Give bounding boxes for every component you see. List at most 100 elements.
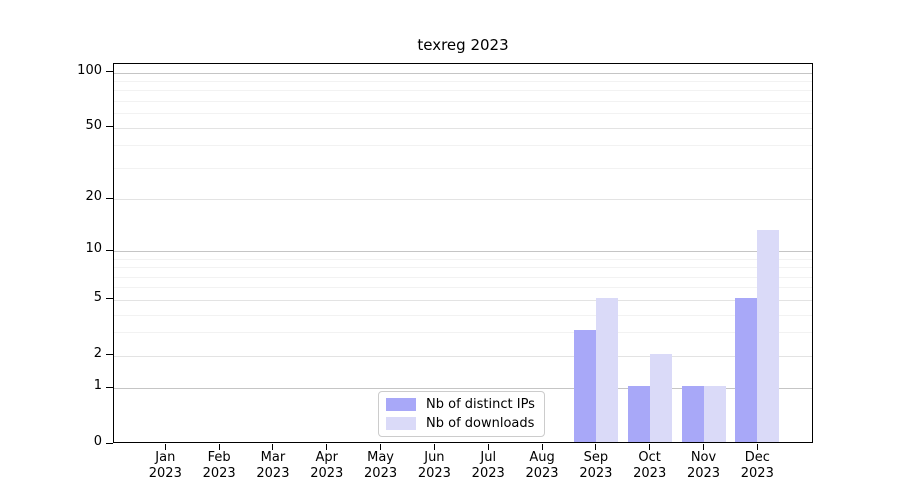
x-tick-label: Dec 2023 — [722, 450, 792, 482]
plot-area — [113, 63, 813, 443]
bar-oct-distinct-ips — [627, 386, 650, 442]
y-tick-label: 10 — [85, 241, 102, 257]
x-tick-label: Jan 2023 — [130, 450, 200, 482]
y-tick-label: 100 — [77, 62, 102, 78]
x-tick-month: Oct — [638, 450, 661, 465]
x-tick-mark — [756, 444, 758, 450]
x-tick-month: Feb — [207, 450, 231, 465]
major-gridline — [114, 299, 812, 301]
x-tick-year: 2023 — [686, 466, 721, 481]
bar-dec-distinct-ips — [735, 297, 758, 442]
y-tick-label: 50 — [85, 117, 102, 133]
x-tick-month: Mar — [260, 450, 286, 465]
y-tick-mark — [106, 354, 113, 356]
major-gridline — [114, 199, 812, 201]
major-gridline — [114, 388, 812, 390]
x-tick-mark — [595, 444, 597, 450]
x-tick-year: 2023 — [310, 466, 344, 481]
x-tick-year: 2023 — [417, 466, 451, 481]
x-tick-label: Feb 2023 — [184, 450, 254, 482]
legend-item-downloads: Nb of downloads — [386, 416, 544, 431]
x-tick-label: Mar 2023 — [238, 450, 308, 482]
x-tick-year: 2023 — [202, 466, 236, 481]
bar-oct-downloads — [649, 353, 672, 442]
x-tick-mark — [433, 444, 435, 450]
major-gridline — [114, 72, 812, 74]
legend-item-distinct-ips: Nb of distinct IPs — [386, 397, 544, 412]
bar-nov-distinct-ips — [681, 386, 704, 442]
minor-gridline — [114, 90, 812, 92]
x-tick-mark — [272, 444, 274, 450]
bar-sep-downloads — [595, 297, 618, 442]
x-tick-year: 2023 — [579, 466, 613, 481]
legend: Nb of distinct IPs Nb of downloads — [378, 391, 545, 437]
chart-title: texreg 2023 — [417, 36, 509, 54]
x-tick-month: Nov — [690, 450, 717, 465]
x-tick-mark — [649, 444, 651, 450]
x-tick-month: Aug — [529, 450, 555, 465]
x-tick-month: Dec — [744, 450, 770, 465]
x-tick-mark — [487, 444, 489, 450]
x-tick-label: Jul 2023 — [453, 450, 523, 482]
x-tick-month: Sep — [583, 450, 609, 465]
x-tick-label: Jun 2023 — [399, 450, 469, 482]
x-tick-year: 2023 — [525, 466, 559, 481]
x-tick-label: May 2023 — [346, 450, 416, 482]
y-tick-mark — [106, 298, 113, 300]
y-tick-label: 20 — [85, 189, 102, 205]
y-tick-mark — [106, 71, 113, 73]
y-tick-mark — [106, 442, 113, 444]
x-tick-year: 2023 — [633, 466, 667, 481]
x-tick-year: 2023 — [471, 466, 505, 481]
bar-dec-downloads — [757, 229, 780, 442]
major-gridline — [114, 355, 812, 357]
x-tick-year: 2023 — [364, 466, 398, 481]
y-tick-mark — [106, 386, 113, 388]
x-tick-year: 2023 — [256, 466, 290, 481]
x-tick-month: Jun — [424, 450, 445, 465]
legend-swatch-downloads — [386, 417, 416, 431]
x-tick-mark — [380, 444, 382, 450]
x-tick-label: Oct 2023 — [615, 450, 685, 482]
minor-gridline — [114, 167, 812, 169]
minor-gridline — [114, 258, 812, 260]
y-tick-mark — [106, 249, 113, 251]
major-gridline — [114, 251, 812, 253]
y-tick-label: 0 — [93, 434, 102, 449]
x-tick-month: Jul — [480, 450, 497, 465]
x-tick-label: Nov 2023 — [669, 450, 739, 482]
x-tick-year: 2023 — [148, 466, 182, 481]
x-tick-label: Aug 2023 — [507, 450, 577, 482]
minor-gridline — [114, 276, 812, 278]
legend-label-distinct-ips: Nb of distinct IPs — [426, 396, 535, 412]
y-tick-mark — [106, 197, 113, 199]
minor-gridline — [114, 287, 812, 289]
minor-gridline — [114, 113, 812, 115]
x-tick-mark — [541, 444, 543, 450]
x-tick-mark — [164, 444, 166, 450]
x-tick-month: Apr — [315, 450, 339, 465]
major-gridline — [114, 127, 812, 129]
minor-gridline — [114, 314, 812, 316]
y-tick-mark — [106, 126, 113, 128]
x-tick-year: 2023 — [740, 466, 774, 481]
y-tick-label: 5 — [93, 289, 102, 305]
minor-gridline — [114, 145, 812, 147]
legend-swatch-distinct-ips — [386, 397, 416, 411]
x-tick-mark — [218, 444, 220, 450]
minor-gridline — [114, 332, 812, 334]
bar-nov-downloads — [703, 386, 726, 442]
minor-gridline — [114, 267, 812, 269]
minor-gridline — [114, 101, 812, 103]
x-tick-label: Apr 2023 — [292, 450, 362, 482]
minor-gridline — [114, 81, 812, 83]
legend-label-downloads: Nb of downloads — [426, 416, 535, 432]
x-tick-label: Sep 2023 — [561, 450, 631, 482]
y-tick-label: 2 — [93, 345, 102, 361]
x-tick-month: May — [367, 450, 395, 465]
y-tick-label: 1 — [93, 378, 102, 394]
x-tick-month: Jan — [155, 450, 176, 465]
bar-sep-distinct-ips — [573, 330, 596, 442]
x-tick-mark — [326, 444, 328, 450]
